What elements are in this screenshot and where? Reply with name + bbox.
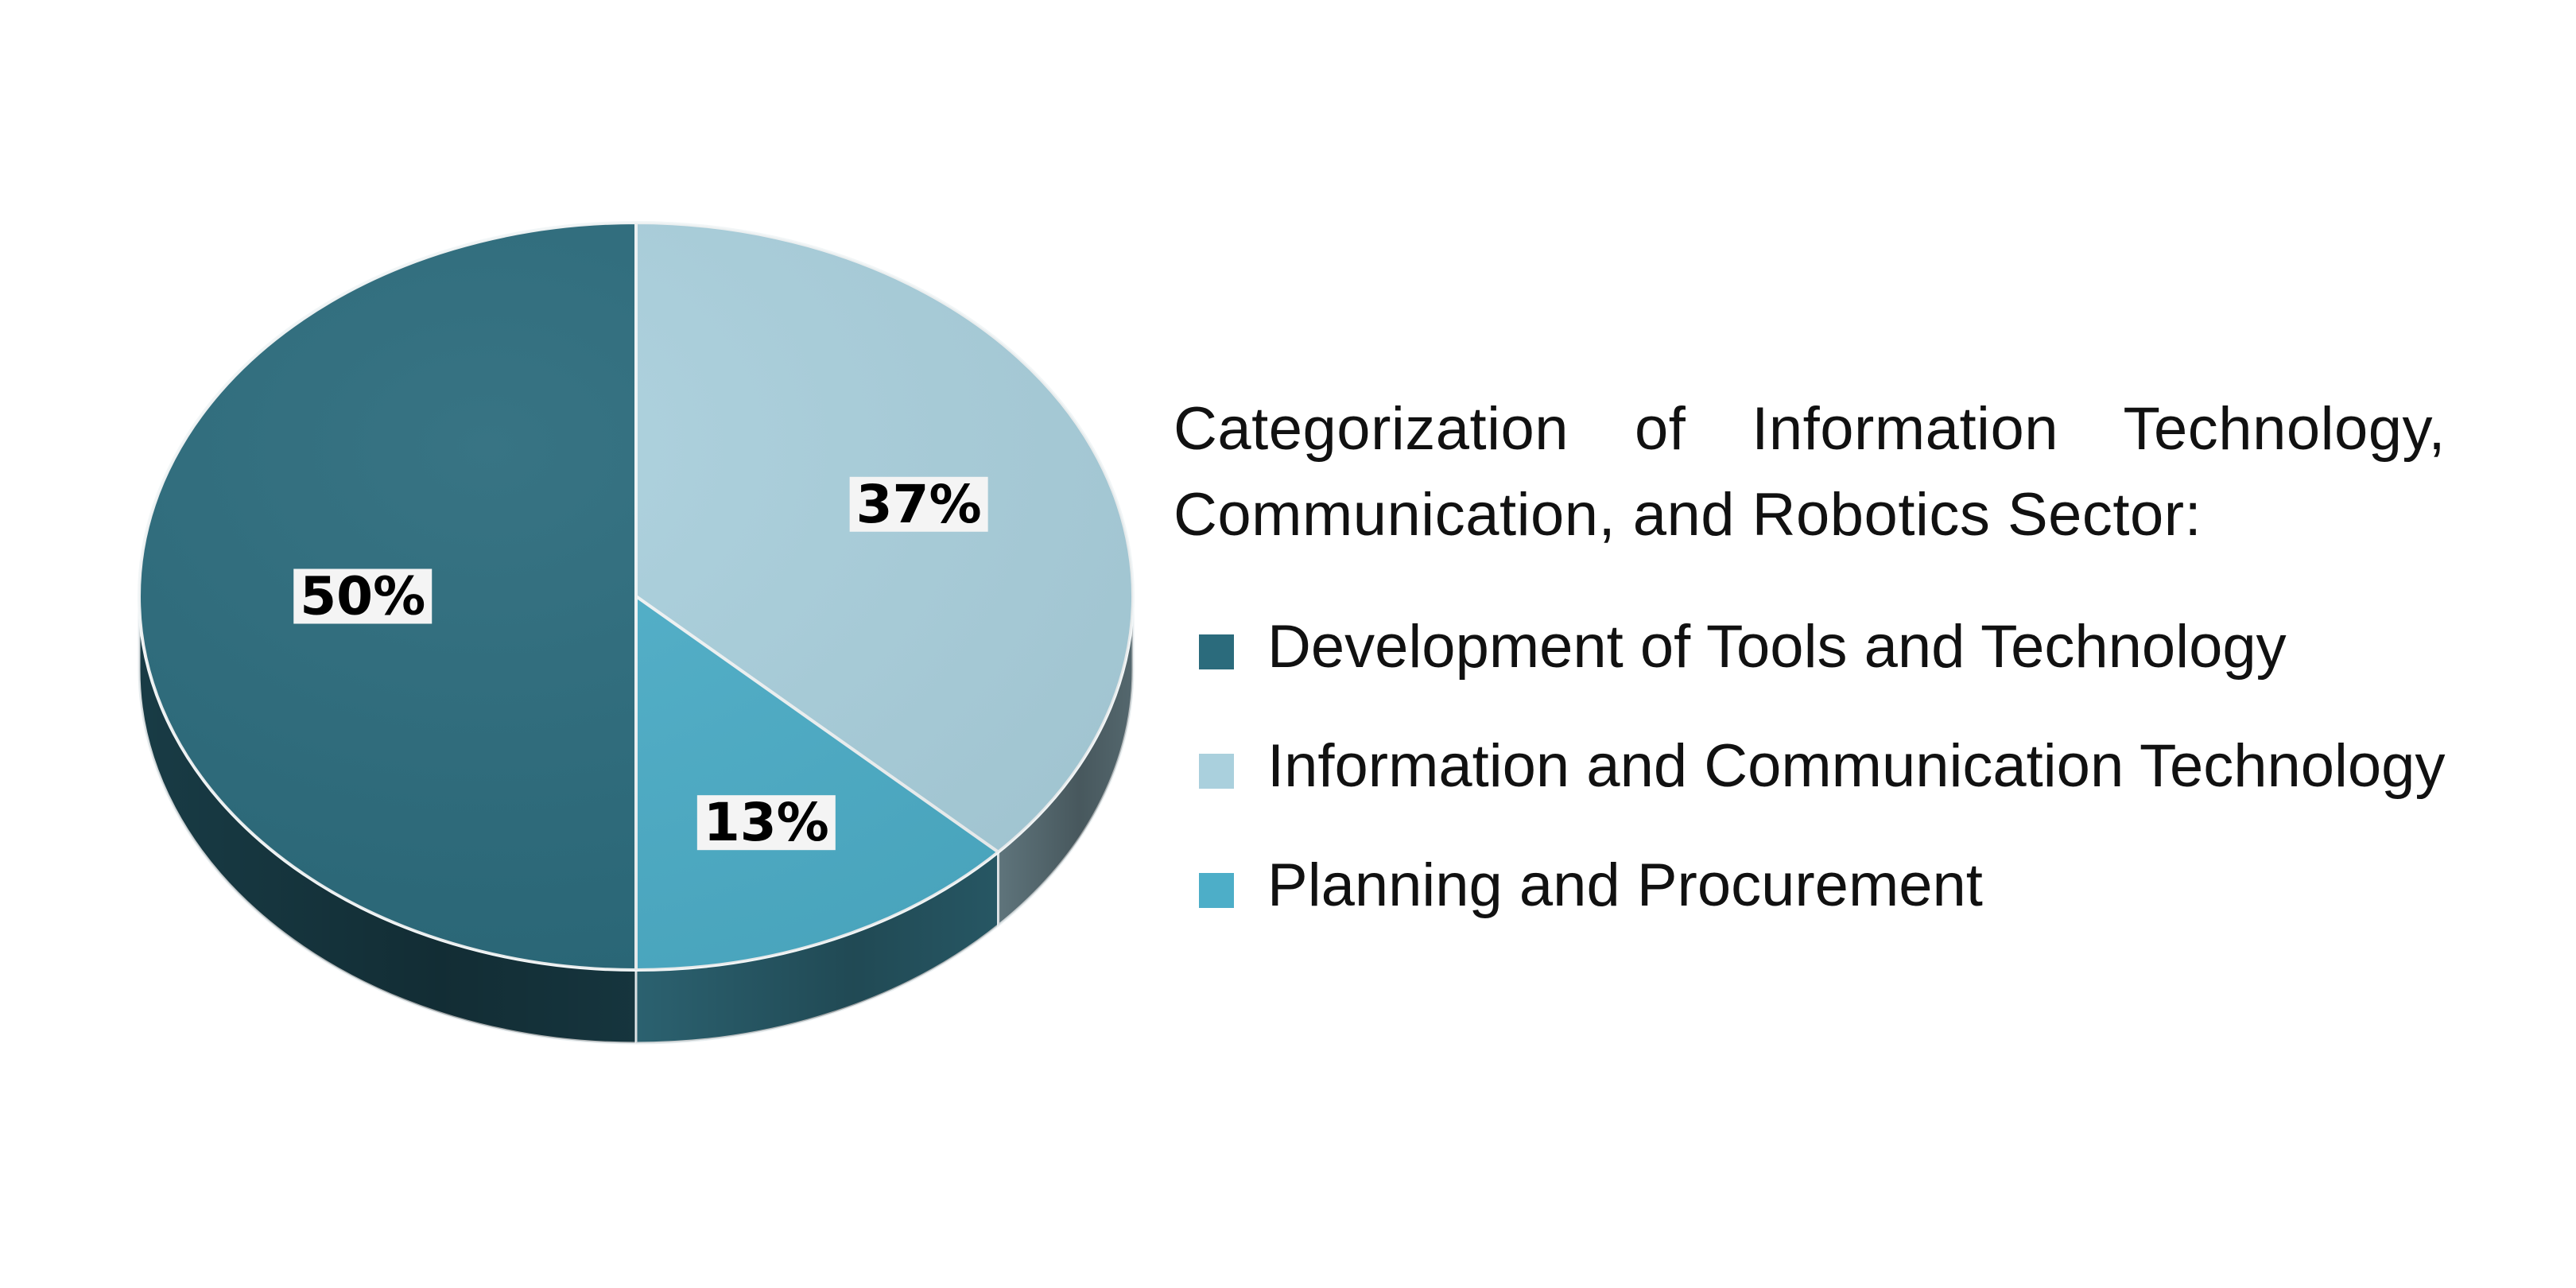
pie-label-planning: 13% [696, 792, 836, 853]
legend-swatch-ict [1199, 754, 1234, 789]
pie-label-bg-planning [696, 795, 836, 851]
legend-label-planning: Planning and Procurement [1267, 851, 1983, 919]
pie-top-sheen [139, 223, 1133, 970]
legend-item-ict: Information and Communication Technology [1174, 706, 2525, 825]
pie-side-shade-ict [998, 596, 1133, 925]
legend-swatch-planning [1199, 873, 1234, 908]
legend-title: Categorization of Information Technology… [1174, 395, 2446, 549]
pie-label-ict: 37% [849, 474, 988, 535]
legend: Categorization of Information Technology… [1174, 386, 2525, 945]
legend-list: Development of Tools and Technology Info… [1174, 587, 2525, 945]
pie-side-shade-development [139, 596, 636, 1043]
pie-label-text-planning: 13% [704, 792, 829, 853]
pie-side-shade-planning [636, 852, 999, 1043]
legend-item-planning: Planning and Procurement [1174, 825, 2525, 945]
pie-labels: 37% 13% 50% [293, 474, 988, 853]
legend-item-development: Development of Tools and Technology [1174, 587, 2525, 706]
pie-label-text-development: 50% [300, 566, 425, 627]
legend-label-development: Development of Tools and Technology [1267, 612, 2287, 681]
pie-label-text-ict: 37% [856, 474, 982, 535]
pie-tops [138, 221, 1135, 972]
pie-label-bg-ict [849, 476, 988, 532]
legend-swatch-development [1199, 634, 1234, 669]
pie-label-bg-development [293, 568, 433, 624]
legend-label-ict: Information and Communication Technology [1267, 731, 2446, 800]
pie-label-development: 50% [293, 566, 433, 627]
